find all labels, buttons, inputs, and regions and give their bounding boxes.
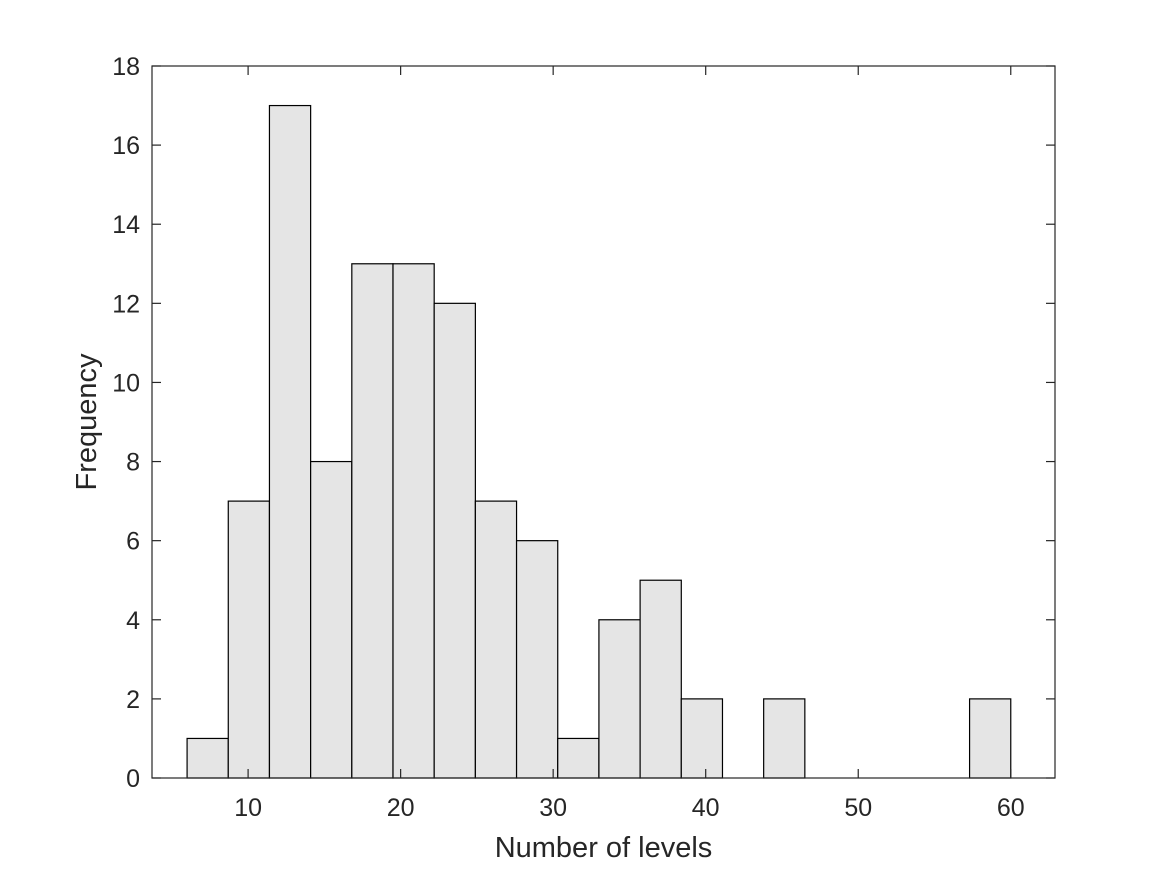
histogram-bar (557, 737, 600, 779)
histogram-bar (968, 698, 1012, 779)
y-tick-label: 2 (126, 686, 140, 714)
histogram-bar (392, 263, 435, 779)
y-tick-label: 14 (112, 211, 140, 239)
y-tick-label: 12 (112, 290, 140, 318)
histogram-bar (680, 698, 724, 779)
y-tick-label: 10 (112, 369, 140, 397)
histogram-bar (598, 619, 641, 779)
histogram-bar (227, 500, 271, 779)
y-tick-label: 16 (112, 132, 140, 160)
histogram-bar (351, 263, 394, 779)
y-tick-label: 0 (126, 765, 140, 793)
x-tick-label: 50 (844, 794, 872, 822)
y-tick-label: 8 (126, 449, 140, 477)
histogram-bar (310, 460, 353, 779)
ticks-layer: 10 20 30 40 50 60 0 2 4 6 8 10 12 14 16 18 (112, 53, 1055, 822)
histogram-bar (515, 540, 559, 779)
x-tick-label: 40 (692, 794, 720, 822)
x-axis-title: Number of levels (495, 832, 713, 864)
x-tick-label: 30 (539, 794, 567, 822)
histogram-bar (639, 579, 682, 779)
bars-layer (186, 104, 1012, 779)
x-tick-label: 10 (234, 794, 262, 822)
histogram-bar (433, 302, 476, 779)
x-tick-label: 20 (387, 794, 415, 822)
y-tick-label: 4 (126, 607, 140, 635)
histogram-bar (268, 104, 312, 779)
histogram-bar (763, 698, 806, 779)
plot-frame (151, 65, 1056, 779)
y-axis-title: Frequency (71, 353, 103, 491)
x-tick-label: 60 (997, 794, 1025, 822)
histogram-bar (186, 737, 229, 779)
histogram-bar (474, 500, 518, 779)
y-tick-label: 6 (126, 528, 140, 556)
y-tick-label: 18 (112, 53, 140, 81)
